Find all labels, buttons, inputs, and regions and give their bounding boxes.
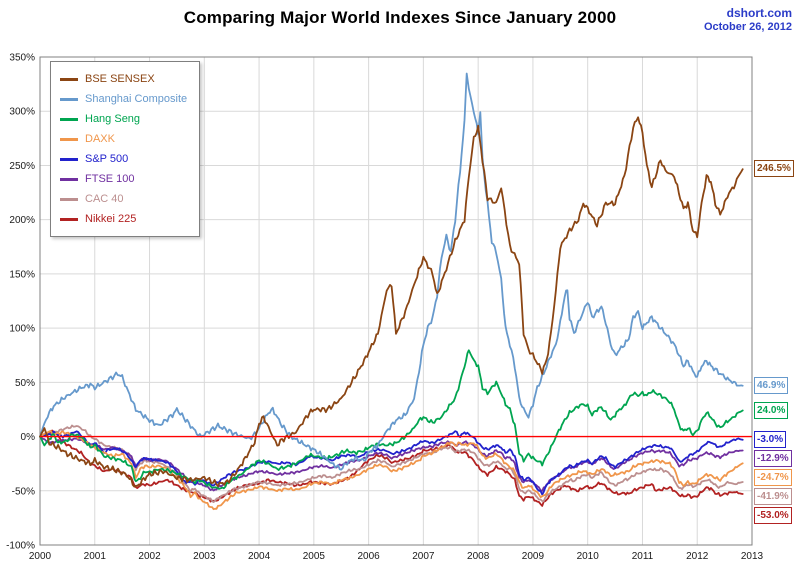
- series-line-nikkei-225: [39, 429, 744, 507]
- x-tick-label: 2009: [522, 551, 545, 562]
- x-axis-labels: 2000 2001 2002 2003 2004 2005 2006 2007 2008 2009…: [29, 551, 764, 562]
- series-line-s-p-500: [39, 430, 744, 496]
- y-tick-label: 200%: [9, 215, 35, 226]
- series-line-daxk: [39, 429, 744, 511]
- y-tick-label: 150%: [9, 269, 35, 280]
- y-axis-labels: 350% 300% 250% 200% 150% 100% 50% 0% -50% -100%: [6, 53, 35, 552]
- y-tick-label: 350%: [9, 53, 35, 64]
- series-line-shanghai-composite: [39, 72, 744, 471]
- legend-label-daxk: DAXK: [85, 133, 115, 145]
- legend-label-shanghai-composite: Shanghai Composite: [85, 93, 188, 105]
- end-label-ftse-100: -12.9%: [754, 449, 792, 467]
- legend-label-ftse-100: FTSE 100: [85, 173, 135, 185]
- legend-item-shanghai-composite: Shanghai Composite: [60, 89, 187, 109]
- source-block: dshort.com October 26, 2012: [704, 6, 792, 35]
- end-label-s-p-500: -3.0%: [754, 430, 787, 448]
- x-tick-label: 2007: [412, 551, 435, 562]
- end-label-daxk: -24.7%: [754, 468, 792, 486]
- legend: BSE SENSEX Shanghai Composite Hang Seng DAX…: [50, 61, 201, 237]
- legend-swatch-s-p-500: [60, 157, 78, 161]
- end-label-cac-40: -41.9%: [754, 487, 792, 505]
- source-site: dshort.com: [726, 6, 792, 20]
- x-tick-label: 2005: [303, 551, 326, 562]
- series-line-hang-seng: [39, 349, 744, 490]
- end-label-shanghai-composite: 46.9%: [754, 376, 789, 394]
- legend-swatch-bse-sensex: [60, 77, 78, 81]
- legend-item-ftse-100: FTSE 100: [60, 169, 187, 189]
- x-tick-label: 2003: [193, 551, 216, 562]
- series-line-ftse-100: [39, 435, 744, 492]
- legend-swatch-ftse-100: [60, 177, 78, 181]
- series-lines: [39, 72, 744, 511]
- y-tick-label: 250%: [9, 161, 35, 172]
- y-tick-label: -50%: [12, 486, 35, 497]
- x-tick-label: 2004: [248, 551, 271, 562]
- x-tick-label: 2000: [29, 551, 52, 562]
- x-tick-label: 2001: [84, 551, 107, 562]
- y-tick-label: 100%: [9, 324, 35, 335]
- legend-swatch-hang-seng: [60, 117, 78, 121]
- legend-swatch-nikkei-225: [60, 217, 78, 221]
- legend-item-hang-seng: Hang Seng: [60, 109, 187, 129]
- end-label-nikkei-225: -53.0%: [754, 506, 792, 524]
- y-tick-label: 50%: [15, 378, 35, 389]
- legend-item-cac-40: CAC 40: [60, 189, 187, 209]
- legend-item-bse-sensex: BSE SENSEX: [60, 69, 187, 89]
- page-title: Comparing Major World Indexes Since Janu…: [183, 8, 617, 27]
- end-label-hang-seng: 24.0%: [754, 401, 789, 419]
- x-tick-label: 2012: [686, 551, 709, 562]
- legend-item-daxk: DAXK: [60, 129, 187, 149]
- y-tick-label: 300%: [9, 107, 35, 118]
- legend-item-nikkei-225: Nikkei 225: [60, 209, 187, 229]
- legend-label-nikkei-225: Nikkei 225: [85, 213, 137, 225]
- x-tick-label: 2011: [632, 551, 654, 562]
- x-tick-label: 2010: [577, 551, 600, 562]
- y-tick-label: 0%: [21, 432, 36, 443]
- legend-label-hang-seng: Hang Seng: [85, 113, 141, 125]
- x-tick-label: 2008: [467, 551, 490, 562]
- legend-item-s-p-500: S&P 500: [60, 149, 187, 169]
- end-label-bse-sensex: 246.5%: [754, 160, 794, 178]
- series-line-cac-40: [39, 424, 744, 504]
- x-tick-label: 2013: [741, 551, 764, 562]
- x-tick-label: 2006: [357, 551, 380, 562]
- legend-label-s-p-500: S&P 500: [85, 153, 129, 165]
- legend-label-cac-40: CAC 40: [85, 193, 124, 205]
- legend-swatch-cac-40: [60, 197, 78, 201]
- series-line-bse-sensex: [39, 116, 744, 488]
- legend-label-bse-sensex: BSE SENSEX: [85, 73, 155, 85]
- legend-swatch-shanghai-composite: [60, 97, 78, 101]
- plot-border: [39, 56, 753, 546]
- x-tick-label: 2002: [138, 551, 161, 562]
- y-tick-label: -100%: [6, 541, 35, 552]
- legend-swatch-daxk: [60, 137, 78, 141]
- source-date: October 26, 2012: [703, 21, 792, 33]
